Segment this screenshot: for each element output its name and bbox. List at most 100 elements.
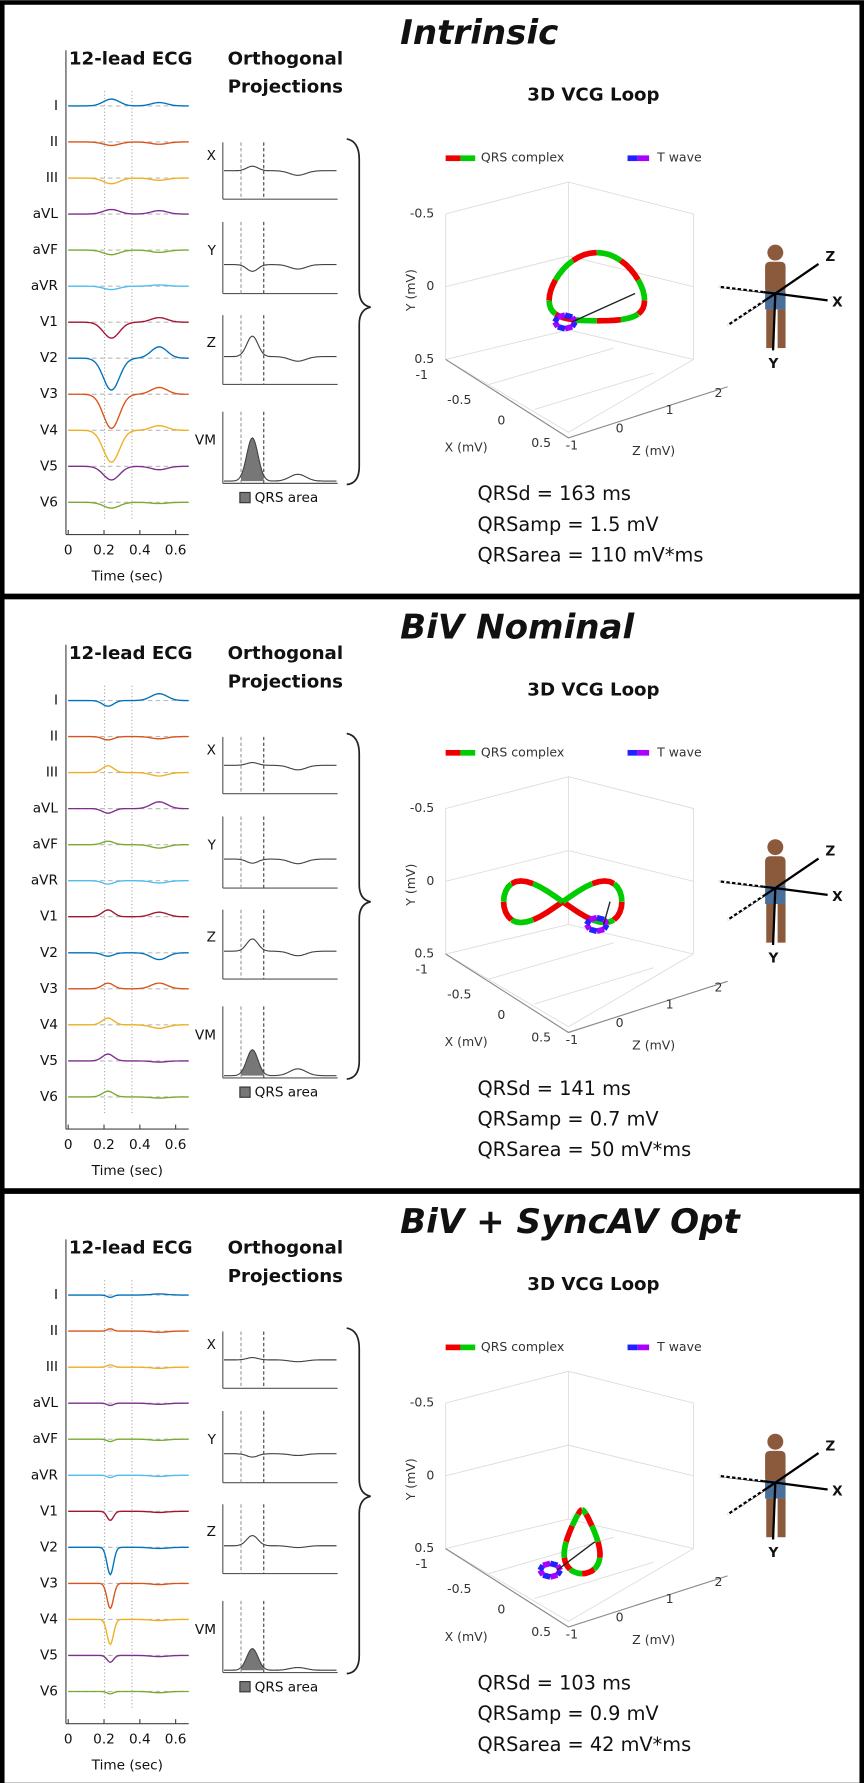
- time-tick-label: 0.4: [129, 1137, 151, 1153]
- x-tick-label: -0.5: [447, 1581, 471, 1596]
- ecg-trace: [68, 502, 189, 508]
- lead-label: I: [54, 1287, 58, 1303]
- y-tick-label: -0.5: [410, 205, 434, 220]
- z-tick-label: 0: [616, 1609, 624, 1624]
- page: {"panels":[ {"title":"Intrinsic","ecg_ti…: [0, 0, 864, 1783]
- ecg-trace: [68, 802, 189, 813]
- t-loop: [597, 918, 604, 920]
- y-tick-label: 0.5: [414, 1540, 434, 1555]
- qrs-loop: [566, 1526, 572, 1542]
- grid: [446, 1537, 694, 1621]
- stat: QRSarea = 110 mV*ms: [477, 544, 703, 567]
- qrs-loop: [594, 1558, 600, 1570]
- lead-label: V2: [40, 350, 58, 366]
- z-tick-label: -1: [566, 1032, 578, 1047]
- body-leg: [778, 904, 786, 943]
- t-loop: [555, 317, 558, 322]
- x-tick-label: 0.5: [531, 1624, 551, 1639]
- qrs-loop: [592, 881, 614, 884]
- t-loop: [543, 1563, 550, 1565]
- lead-label: V2: [40, 1539, 58, 1555]
- proj-label: Y: [207, 837, 217, 853]
- proj-title: Projections: [228, 671, 343, 692]
- qrs-loop: [512, 881, 534, 884]
- body-axis-label: Y: [768, 356, 779, 372]
- ecg-trace: [68, 250, 189, 255]
- lead-label: V5: [40, 458, 58, 474]
- body-axis-label: Y: [768, 1545, 779, 1561]
- x-axis-label: X (mV): [445, 1034, 488, 1049]
- body-axis-label: Z: [825, 1438, 835, 1454]
- legend-label: T wave: [656, 744, 702, 759]
- x-tick-label: 0: [497, 1007, 505, 1022]
- lead-label: V2: [40, 945, 58, 961]
- legend-label: QRS complex: [481, 744, 564, 759]
- grid: [446, 348, 694, 432]
- z-tick-label: 0: [616, 420, 624, 435]
- body-leg: [778, 309, 786, 348]
- y-tick-label: 0.5: [414, 351, 434, 366]
- lead-label: V3: [40, 981, 58, 997]
- axis: [446, 1549, 728, 1627]
- lead-label: V6: [40, 1089, 58, 1105]
- t-loop: [550, 1563, 557, 1565]
- proj-label: Z: [207, 335, 216, 351]
- time-tick-label: 0.2: [93, 542, 115, 558]
- proj-label: X: [207, 148, 216, 164]
- qrs-loop: [512, 920, 534, 923]
- lead-label: aVF: [32, 837, 58, 853]
- z-tick-label: 1: [666, 1591, 674, 1606]
- ecg-trace: [68, 694, 189, 707]
- qrs-loop: [570, 1569, 582, 1573]
- lead-label: II: [50, 729, 58, 745]
- proj-label: VM: [195, 1027, 216, 1043]
- vcg-title: 3D VCG Loop: [527, 679, 659, 700]
- x-axis-label: X (mV): [445, 440, 488, 455]
- lead-label: I: [54, 693, 58, 709]
- lead-label: I: [54, 98, 58, 114]
- proj-title: Orthogonal: [228, 48, 343, 69]
- qrs-area-label: QRS area: [255, 1085, 319, 1101]
- qrs-loop: [582, 1510, 586, 1514]
- ecg-trace: [68, 841, 189, 848]
- qrs-area: [241, 1050, 264, 1076]
- qrs-loop: [549, 300, 555, 314]
- t-loop: [587, 920, 590, 925]
- figure: Intrinsic12-lead ECGIIIIIIaVLaVFaVRV1V2V…: [0, 0, 864, 1783]
- z-tick-label: 2: [715, 1574, 723, 1589]
- time-tick-label: 0: [64, 542, 73, 558]
- lead-label: V1: [40, 909, 58, 925]
- x-axis-label: X (mV): [445, 1629, 488, 1644]
- stat: QRSd = 141 ms: [477, 1077, 630, 1100]
- qrs-loop: [592, 1526, 598, 1542]
- z-tick-label: -1: [566, 437, 578, 452]
- time-label: Time (sec): [91, 1163, 163, 1179]
- lead-label: V3: [40, 386, 58, 402]
- lead-label: V3: [40, 1575, 58, 1591]
- ecg-trace: [68, 1583, 189, 1608]
- x-tick-label: 0.5: [531, 435, 551, 450]
- lead-label: aVF: [32, 242, 58, 258]
- proj-title: Orthogonal: [228, 1237, 343, 1258]
- x-tick-label: -1: [416, 1556, 428, 1571]
- t-loop: [558, 315, 565, 317]
- legend-label: QRS complex: [481, 1339, 564, 1354]
- lead-label: aVL: [33, 801, 59, 817]
- ecg-trace: [68, 1439, 189, 1441]
- qrs-loop: [504, 884, 512, 902]
- time-tick-label: 0.4: [129, 542, 151, 558]
- panel-border: [2, 597, 861, 1190]
- qrs-area: [241, 1649, 264, 1671]
- lead-label: V4: [40, 1611, 58, 1627]
- stat: QRSarea = 50 mV*ms: [477, 1138, 691, 1161]
- panel-title: BiV Nominal: [400, 607, 635, 647]
- body-axes-dotted: [718, 1476, 763, 1515]
- ecg-trace: [68, 347, 189, 390]
- time-tick-label: 0: [64, 1732, 73, 1748]
- brace: [347, 1328, 371, 1674]
- qrs-loop: [638, 300, 644, 314]
- ecg-trace: [68, 1329, 189, 1332]
- lead-label: V1: [40, 314, 58, 330]
- t-loop: [550, 1575, 557, 1577]
